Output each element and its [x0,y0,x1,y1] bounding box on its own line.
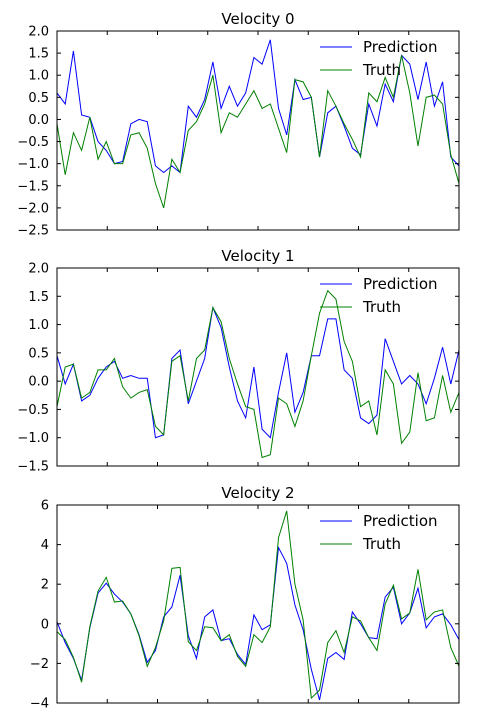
legend: Prediction Truth [320,275,438,316]
legend: Prediction Truth [320,38,438,79]
chart-panel-2: Velocity 2 −4 −2 0 2 4 6 Prediction Truth [30,484,460,711]
y-tick-label: −1.5 [17,460,49,475]
legend-label-prediction: Prediction [363,38,438,56]
y-tick-label: 2.0 [28,25,49,40]
series-line-prediction [56,545,460,701]
legend-label-prediction: Prediction [363,275,438,293]
y-tick-label: 1.5 [28,47,49,62]
series-line-truth [56,510,460,700]
y-tick-label: 0.5 [28,91,49,106]
legend-label-prediction: Prediction [363,512,438,530]
y-tick-label: 0.0 [28,375,49,390]
y-tick-label: −2.0 [17,201,49,216]
y-tick-label: 1.0 [28,69,49,84]
chart-title: Velocity 1 [221,247,294,265]
y-tick-label: 2 [41,578,49,593]
series-line-truth [56,289,460,459]
y-tick-label: 1.5 [28,290,49,305]
legend: Prediction Truth [320,512,438,553]
y-tick-label: −4 [30,697,49,711]
y-tick-label: 0 [41,617,49,632]
y-tick-label: −0.5 [17,403,49,418]
legend-label-truth: Truth [362,535,401,553]
y-tick-label: −2 [30,657,49,672]
chart-title: Velocity 2 [221,484,294,502]
chart-panel-1: Velocity 1 −1.5 −1.0 −0.5 0.0 0.5 1.0 1.5 2.0 Pre… [17,247,460,475]
chart-title: Velocity 0 [221,10,294,28]
y-tick-label: −1.5 [17,179,49,194]
y-tick-label: −2.5 [17,224,49,239]
legend-label-truth: Truth [362,61,401,79]
series-line-prediction [56,305,460,439]
y-tick-label: −0.5 [17,135,49,150]
series-line-truth [56,55,460,209]
y-tick-label: 4 [41,538,49,553]
chart-panel-0: Velocity 0 −2.5 −2.0 −1.5 −1.0 −0.5 0.0 0.5 1.0 1… [17,10,460,239]
y-tick-label: 0.5 [28,346,49,361]
y-tick-label: −1.0 [17,157,49,172]
legend-label-truth: Truth [362,298,401,316]
series-line-prediction [56,39,460,174]
y-tick-label: 6 [41,499,49,514]
y-tick-label: 1.0 [28,318,49,333]
y-tick-label: 0.0 [28,113,49,128]
y-tick-label: 2.0 [28,262,49,277]
y-tick-label: −1.0 [17,431,49,446]
